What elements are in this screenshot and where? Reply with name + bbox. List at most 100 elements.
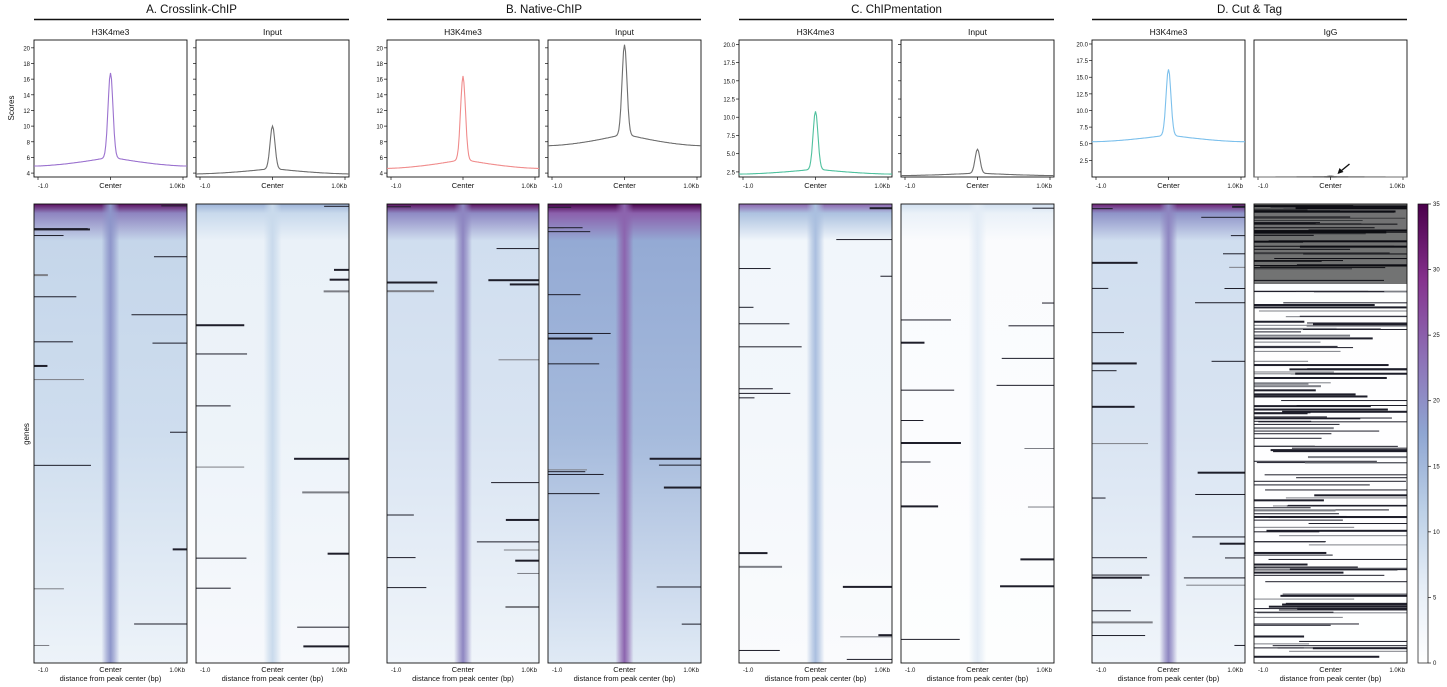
y-tick-label: 20.0 — [723, 43, 735, 49]
missing-row — [1254, 509, 1336, 512]
missing-row — [387, 206, 411, 208]
group-title: A. Crosslink-ChIP — [146, 4, 237, 16]
missing-row — [498, 359, 539, 361]
y-tick-label: 12.5 — [723, 98, 735, 104]
missing-row — [1092, 621, 1153, 624]
missing-row — [1268, 558, 1407, 560]
x-tick-label: 1.0Kb — [1389, 668, 1405, 674]
missing-row — [869, 207, 892, 210]
missing-row — [1092, 370, 1117, 372]
x-tick-label: 1.0Kb — [1389, 184, 1405, 190]
profile-panel: Input -1.0 Center 1.0Kb — [898, 27, 1055, 190]
missing-row — [1254, 611, 1334, 613]
missing-row — [1225, 557, 1245, 559]
missing-row — [1092, 287, 1109, 289]
missing-row — [1254, 405, 1371, 408]
missing-row — [548, 337, 593, 340]
panel-title: Input — [263, 27, 283, 37]
missing-row — [1307, 456, 1407, 459]
x-tick-label: 1.0Kb — [169, 184, 185, 190]
y-tick-label: 5.0 — [1080, 142, 1089, 148]
x-axis-label: distance from peak center (bp) — [1118, 674, 1220, 683]
profile-frame — [195, 39, 350, 178]
x-tick-label: 1.0Kb — [1227, 184, 1243, 190]
heatmap-dense-missing — [1254, 204, 1407, 284]
profile-frame — [547, 39, 702, 178]
heatmap-center-band — [263, 204, 282, 663]
x-tick-label: 1.0Kb — [1036, 184, 1052, 190]
missing-row — [1289, 568, 1407, 571]
y-axis-label-scores: Scores — [7, 96, 16, 121]
missing-row — [387, 514, 414, 516]
missing-row — [901, 505, 939, 508]
missing-row — [1195, 493, 1245, 495]
y-tick-label: 14 — [23, 93, 30, 99]
missing-row — [1186, 584, 1245, 586]
colorbar-tick-label: 25 — [1433, 333, 1440, 339]
x-tick-label: Center — [1157, 181, 1180, 190]
profile-line — [548, 44, 701, 147]
missing-row — [1092, 497, 1106, 499]
heatmaps: -1.0 Center 1.0Kb distance from peak center… — [33, 203, 1408, 683]
missing-row — [901, 319, 952, 321]
missing-row — [681, 623, 701, 625]
missing-row — [1254, 563, 1308, 566]
missing-row — [739, 565, 783, 568]
heatmap-panel: -1.0 Center 1.0Kb distance from peak center… — [195, 203, 350, 683]
missing-row — [1299, 315, 1407, 317]
profile-line — [1091, 69, 1246, 143]
colorbar-tick-label: 35 — [1433, 202, 1440, 208]
profile-panel: H3K4me3 2.5 5.0 7.5 10.0 12.5 15.0 17.5 20.0 -1.0… — [1076, 27, 1246, 190]
profile-line — [387, 75, 539, 169]
y-tick-label: 7.5 — [1080, 126, 1089, 132]
missing-row — [34, 274, 48, 277]
missing-row — [1258, 421, 1407, 423]
x-tick-label: -1.0 — [743, 184, 754, 190]
missing-row — [1254, 513, 1339, 515]
x-tick-label: 1.0Kb — [683, 184, 699, 190]
missing-row — [333, 268, 349, 271]
missing-row — [739, 392, 791, 394]
missing-row — [840, 636, 892, 638]
missing-row — [1219, 542, 1245, 545]
heatmap-panel: -1.0 Center 1.0Kb distance from peak center… — [738, 203, 893, 683]
missing-row — [1254, 306, 1407, 309]
colorbar-tick-label: 0 — [1433, 661, 1437, 667]
missing-row — [1254, 445, 1398, 447]
missing-row — [1277, 647, 1407, 649]
missing-row — [548, 206, 572, 208]
heatmap-center-band — [1159, 204, 1178, 663]
missing-row — [1254, 418, 1361, 420]
missing-row — [1254, 360, 1309, 362]
missing-row — [548, 294, 581, 296]
missing-row — [739, 346, 802, 348]
heatmap-center-band — [806, 204, 825, 663]
missing-row — [1296, 404, 1407, 406]
y-tick-label: 4 — [27, 172, 31, 178]
missing-row — [1271, 516, 1407, 518]
y-tick-label: 17.5 — [1076, 59, 1088, 65]
colorbar-gradient — [1417, 203, 1429, 664]
heatmap-frame — [738, 203, 893, 664]
missing-row — [1041, 302, 1054, 304]
y-tick-label: 5.0 — [727, 152, 736, 158]
missing-row — [152, 342, 187, 344]
missing-row — [901, 461, 931, 463]
colorbar-tick-label: 20 — [1433, 399, 1440, 405]
missing-row — [1024, 448, 1054, 450]
missing-row — [153, 256, 187, 258]
y-tick-label: 16 — [376, 78, 383, 84]
profile-frame — [738, 39, 893, 178]
missing-row — [842, 585, 892, 588]
missing-row — [1254, 598, 1355, 600]
profile-frame — [386, 39, 540, 178]
y-tick-label: 7.5 — [727, 134, 736, 140]
missing-row — [503, 549, 539, 551]
missing-row — [1254, 412, 1311, 414]
missing-row — [656, 586, 701, 588]
missing-row — [1092, 574, 1150, 576]
missing-row — [1266, 529, 1407, 532]
x-tick-label: 1.0Kb — [1227, 668, 1243, 674]
heatmap-panel: -1.0 Center 1.0Kb distance from peak center… — [386, 203, 540, 683]
